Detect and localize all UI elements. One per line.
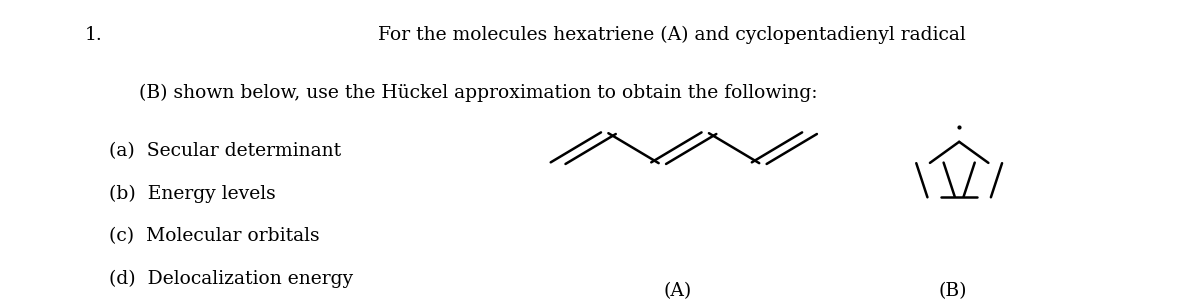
Text: (a)  Secular determinant: (a) Secular determinant xyxy=(109,142,341,160)
Text: (c)  Molecular orbitals: (c) Molecular orbitals xyxy=(109,227,319,245)
Text: (b)  Energy levels: (b) Energy levels xyxy=(109,184,276,203)
Text: (B): (B) xyxy=(938,282,967,300)
Text: For the molecules hexatriene (A) and cyclopentadienyl radical: For the molecules hexatriene (A) and cyc… xyxy=(378,26,966,44)
Text: (B) shown below, use the Hückel approximation to obtain the following:: (B) shown below, use the Hückel approxim… xyxy=(139,84,817,102)
Text: (A): (A) xyxy=(664,282,692,300)
Text: 1.: 1. xyxy=(85,26,103,44)
Text: (d)  Delocalization energy: (d) Delocalization energy xyxy=(109,270,353,288)
